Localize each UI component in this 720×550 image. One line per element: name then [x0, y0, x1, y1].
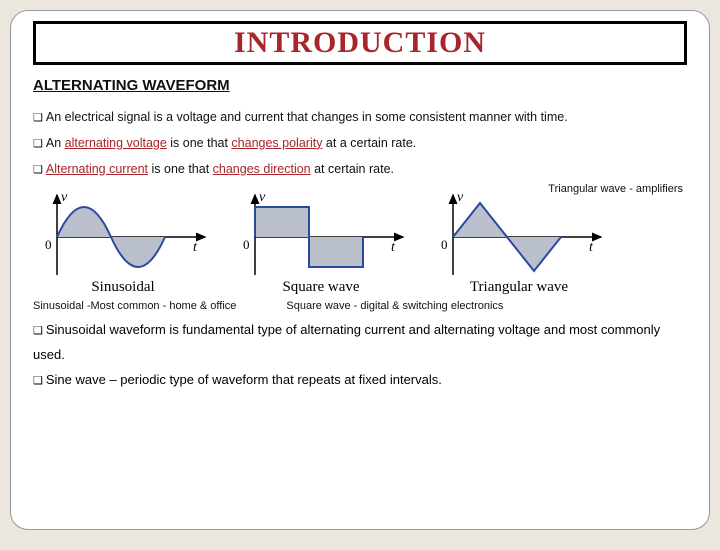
- svg-text:t: t: [391, 240, 396, 255]
- bullet-alt-current: Alternating current is one that changes …: [33, 158, 687, 182]
- sine-chart: v t 0: [33, 187, 213, 277]
- emphasis: Alternating current: [46, 162, 148, 176]
- page-title: INTRODUCTION: [36, 26, 684, 60]
- triangle-chart: v t 0: [429, 187, 609, 277]
- title-box: INTRODUCTION: [33, 21, 687, 65]
- bullet-text: An electrical signal is a voltage and cu…: [46, 110, 568, 124]
- annotation-square: Square wave - digital & switching electr…: [286, 300, 503, 312]
- emphasis: changes polarity: [231, 136, 322, 150]
- x-axis-label: t: [193, 240, 198, 255]
- svg-text:v: v: [457, 190, 464, 205]
- origin-label: 0: [45, 237, 52, 252]
- y-axis-label: v: [61, 190, 68, 205]
- waveform-row: Triangular wave - amplifiers v t 0 Sinus…: [33, 187, 687, 296]
- panel-sinusoidal: v t 0 Sinusoidal: [33, 187, 213, 296]
- caption-triangular: Triangular wave: [429, 279, 609, 296]
- slide: INTRODUCTION ALTERNATING WAVEFORM An ele…: [10, 10, 710, 530]
- caption-sinusoidal: Sinusoidal: [33, 279, 213, 296]
- svg-text:t: t: [589, 240, 594, 255]
- panel-triangular: v t 0 Triangular wave: [429, 187, 609, 296]
- annotation-sinusoidal: Sinusoidal -Most common - home & office: [33, 300, 236, 312]
- emphasis: changes direction: [213, 162, 311, 176]
- para-fundamental: Sinusoidal waveform is fundamental type …: [33, 318, 687, 367]
- emphasis: alternating voltage: [65, 136, 167, 150]
- annotation-triangular: Triangular wave - amplifiers: [548, 183, 683, 195]
- svg-text:0: 0: [441, 237, 448, 252]
- caption-square: Square wave: [231, 279, 411, 296]
- panel-square: v t 0 Square wave: [231, 187, 411, 296]
- para-periodic: Sine wave – periodic type of waveform th…: [33, 368, 687, 393]
- square-chart: v t 0: [231, 187, 411, 277]
- svg-text:v: v: [259, 190, 266, 205]
- section-heading: ALTERNATING WAVEFORM: [33, 77, 687, 94]
- bullet-signal: An electrical signal is a voltage and cu…: [33, 106, 687, 130]
- svg-text:0: 0: [243, 237, 250, 252]
- bullet-alt-voltage: An alternating voltage is one that chang…: [33, 132, 687, 156]
- annotations-row: Sinusoidal -Most common - home & office …: [33, 300, 687, 312]
